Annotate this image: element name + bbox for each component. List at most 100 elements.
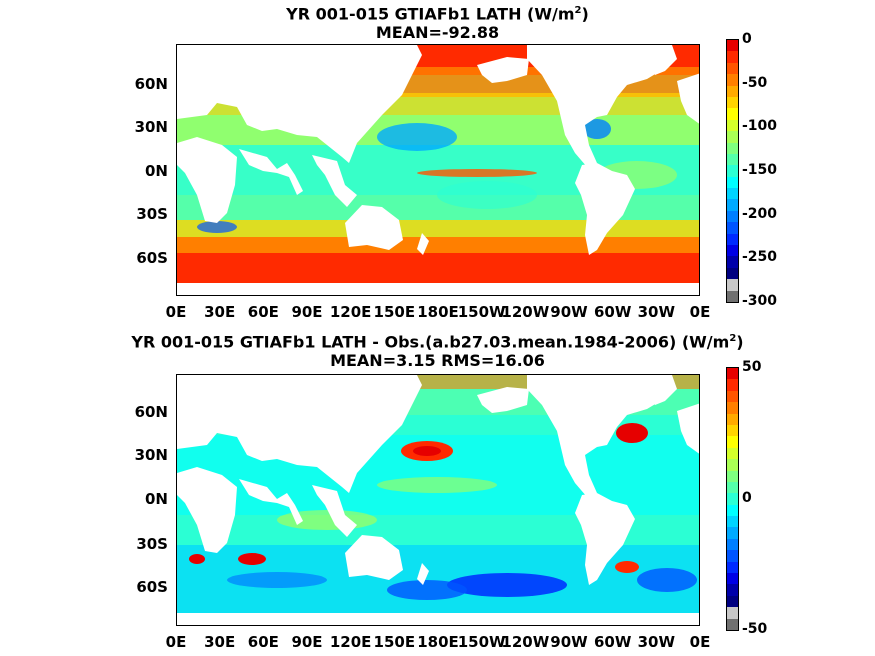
- panel1-colorbar-tick-label: -300: [742, 293, 778, 309]
- panel2-lon-label: 180E: [417, 633, 459, 651]
- panel1-colorbar-swatch: [727, 290, 738, 302]
- panel1-colorbar-swatch: [727, 96, 738, 109]
- panel1-lon-label: 180E: [417, 303, 459, 321]
- panel2-lon-label: 60E: [247, 633, 279, 651]
- panel2-lon-label: 120W: [501, 633, 550, 651]
- panel1-lon-label: 30W: [637, 303, 676, 321]
- panel1-colorbar-swatch: [727, 40, 738, 52]
- panel1-lon-label: 150W: [457, 303, 506, 321]
- panel1-lon-label: 120E: [329, 303, 372, 321]
- panel1-colorbar-swatch: [727, 74, 738, 86]
- panel2-lat-30n: 30N: [134, 446, 168, 464]
- panel1-lat-60n: 60N: [134, 75, 168, 93]
- panel2-colorbar-swatch: [727, 584, 738, 596]
- panel2-colorbar-swatch: [727, 459, 738, 471]
- panel1-lat-60s: 60S: [136, 249, 168, 267]
- panel1-colorbar-swatch: [727, 245, 738, 257]
- panel1-colorbar-swatch: [727, 267, 738, 280]
- panel2-colorbar-swatch: [727, 595, 738, 608]
- panel2-colorbar-swatch: [727, 573, 738, 585]
- panel1-lat-30s: 30S: [136, 205, 168, 223]
- panel1-colorbar-swatch: [727, 131, 738, 143]
- panel2-lon-label: 60W: [593, 633, 632, 651]
- panel1-colorbar-swatch: [727, 165, 738, 177]
- panel1-subtitle: MEAN=-92.88: [375, 23, 500, 42]
- panel1-lon-label: 150E: [373, 303, 416, 321]
- panel2-lon-label: 30W: [637, 633, 676, 651]
- panel2-colorbar-swatch: [727, 607, 738, 619]
- panel2-colorbar-swatch: [727, 538, 738, 551]
- panel1-colorbar-swatch: [727, 85, 738, 97]
- panel2-lon-label: 30E: [204, 633, 236, 651]
- panel1-colorbar-swatch: [727, 279, 738, 291]
- panel1-colorbar-tick-label: -150: [742, 162, 778, 178]
- panel2-colorbar: [726, 367, 739, 631]
- panel2-colorbar-swatch: [727, 379, 738, 391]
- panel1-colorbar-swatch: [727, 222, 738, 234]
- panel1-colorbar-swatch: [727, 210, 738, 223]
- panel2-lon-label: 150W: [457, 633, 506, 651]
- panel1-colorbar-swatch: [727, 256, 738, 268]
- panel2-title: YR 001-015 GTIAFb1 LATH - Obs.(a.b27.03.…: [131, 332, 744, 352]
- panel2-colorbar-swatch: [727, 550, 738, 562]
- panel1-title: YR 001-015 GTIAFb1 LATH (W/m2): [286, 4, 589, 24]
- panel2-lon-label: 0E: [165, 633, 187, 651]
- panel2-colorbar-swatch: [727, 561, 738, 574]
- panel2-colorbar-swatch: [727, 402, 738, 414]
- panel2-colorbar-swatch: [727, 368, 738, 380]
- panel2-lat-60n: 60N: [134, 403, 168, 421]
- panel1-colorbar-tick-label: -100: [742, 118, 778, 135]
- panel2-colorbar-swatch: [727, 413, 738, 425]
- panel1-colorbar-swatch: [727, 153, 738, 166]
- panel2-colorbar-swatch: [727, 390, 738, 403]
- panel1-colorbar-tick-label: -50: [742, 74, 768, 91]
- panel2-colorbar-swatch: [727, 516, 738, 528]
- panel2-colorbar-swatch: [727, 436, 738, 448]
- panel1-colorbar-swatch: [727, 176, 738, 189]
- panel1-lon-label: 120W: [501, 303, 550, 321]
- panel2-map: [176, 374, 700, 626]
- panel1-colorbar-tick-label: 0: [742, 31, 752, 47]
- panel1-colorbar-swatch: [727, 51, 738, 63]
- panel1-colorbar-tick-label: -250: [742, 249, 778, 266]
- panel2-colorbar-tick-label: 50: [742, 359, 762, 375]
- panel2-colorbar-swatch: [727, 527, 738, 539]
- panel1-lon-label: 60E: [247, 303, 279, 321]
- panel1-colorbar-swatch: [727, 188, 738, 200]
- panel2-lat-30s: 30S: [136, 535, 168, 553]
- panel2-lat-60s: 60S: [136, 578, 168, 596]
- panel2-colorbar-swatch: [727, 424, 738, 437]
- panel1-colorbar-swatch: [727, 233, 738, 246]
- panel2-lon-label: 90E: [291, 633, 323, 651]
- panel1-lon-label: 60W: [593, 303, 632, 321]
- panel1-lon-label: 0E: [165, 303, 187, 321]
- panel2-colorbar-swatch: [727, 504, 738, 517]
- panel1-colorbar-swatch: [727, 119, 738, 132]
- panel2-colorbar-swatch: [727, 618, 738, 630]
- panel1-map: [176, 44, 700, 296]
- panel1-lon-label: 90E: [291, 303, 323, 321]
- panel1-lon-label: 30E: [204, 303, 236, 321]
- panel1-colorbar: [726, 39, 739, 303]
- panel2-lon-label: 0E: [689, 633, 711, 651]
- panel2-colorbar-tick-label: 0: [742, 490, 752, 506]
- panel1-colorbar-swatch: [727, 108, 738, 120]
- panel2-colorbar-swatch: [727, 470, 738, 482]
- panel1-colorbar-swatch: [727, 199, 738, 211]
- panel1-colorbar-swatch: [727, 62, 738, 75]
- panel1-lon-label: 0E: [689, 303, 711, 321]
- panel1-lon-label: 90W: [550, 303, 588, 321]
- panel2-lat-0n: 0N: [145, 490, 168, 508]
- panel2-colorbar-tick-label: -50: [742, 621, 768, 637]
- panel2-subtitle: MEAN=3.15 RMS=16.06: [330, 351, 545, 370]
- panel2-colorbar-swatch: [727, 481, 738, 494]
- panel2-lon-label: 120E: [329, 633, 372, 651]
- panel2-lon-label: 150E: [373, 633, 416, 651]
- panel1-lat-30n: 30N: [134, 118, 168, 136]
- panel2-colorbar-swatch: [727, 493, 738, 505]
- panel2-colorbar-swatch: [727, 447, 738, 460]
- panel1-colorbar-swatch: [727, 142, 738, 154]
- panel1-colorbar-tick-label: -200: [742, 205, 778, 222]
- panel1-lat-0n: 0N: [145, 162, 168, 180]
- panel2-lon-label: 90W: [550, 633, 588, 651]
